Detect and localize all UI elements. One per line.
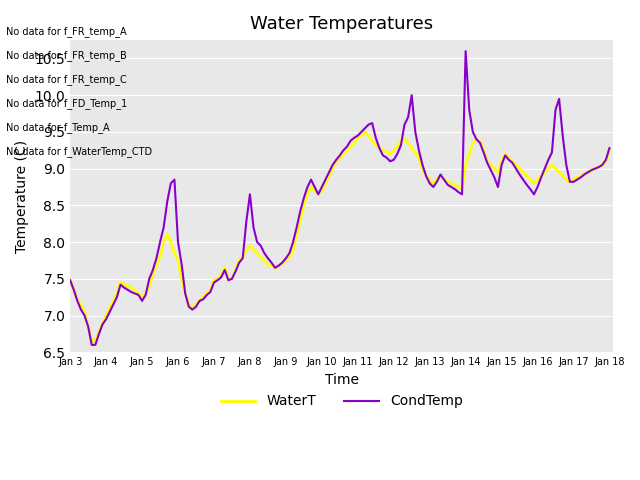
CondTemp (412, 129, 419, 135)
WaterT (415, 155, 423, 160)
WaterT (361, 129, 369, 135)
Line: CondTemp: CondTemp (70, 51, 609, 345)
Legend: WaterT, CondTemp: WaterT, CondTemp (215, 389, 468, 414)
WaterT (88, 338, 95, 344)
CondTemp (602, 157, 610, 163)
WaterT (602, 158, 610, 164)
X-axis label: Time: Time (324, 372, 358, 387)
CondTemp (447, 184, 455, 190)
Text: No data for f_WaterTemp_CTD: No data for f_WaterTemp_CTD (6, 145, 152, 156)
WaterT (605, 147, 613, 153)
WaterT (67, 277, 74, 283)
Text: No data for f_FR_temp_C: No data for f_FR_temp_C (6, 73, 127, 84)
CondTemp (260, 250, 268, 256)
CondTemp (605, 145, 613, 151)
CondTemp (462, 48, 470, 54)
CondTemp (88, 342, 95, 348)
Text: No data for f_FR_temp_B: No data for f_FR_temp_B (6, 49, 127, 60)
Line: WaterT: WaterT (70, 132, 609, 341)
Y-axis label: Temperature (C): Temperature (C) (15, 140, 29, 253)
WaterT (260, 258, 268, 264)
CondTemp (67, 277, 74, 283)
WaterT (451, 182, 459, 188)
Text: No data for f_Temp_A: No data for f_Temp_A (6, 121, 110, 132)
CondTemp (397, 142, 404, 148)
CondTemp (332, 157, 340, 163)
Title: Water Temperatures: Water Temperatures (250, 15, 433, 33)
WaterT (401, 136, 408, 142)
WaterT (332, 158, 340, 164)
Text: No data for f_FD_Temp_1: No data for f_FD_Temp_1 (6, 97, 127, 108)
Text: No data for f_FR_temp_A: No data for f_FR_temp_A (6, 25, 127, 36)
